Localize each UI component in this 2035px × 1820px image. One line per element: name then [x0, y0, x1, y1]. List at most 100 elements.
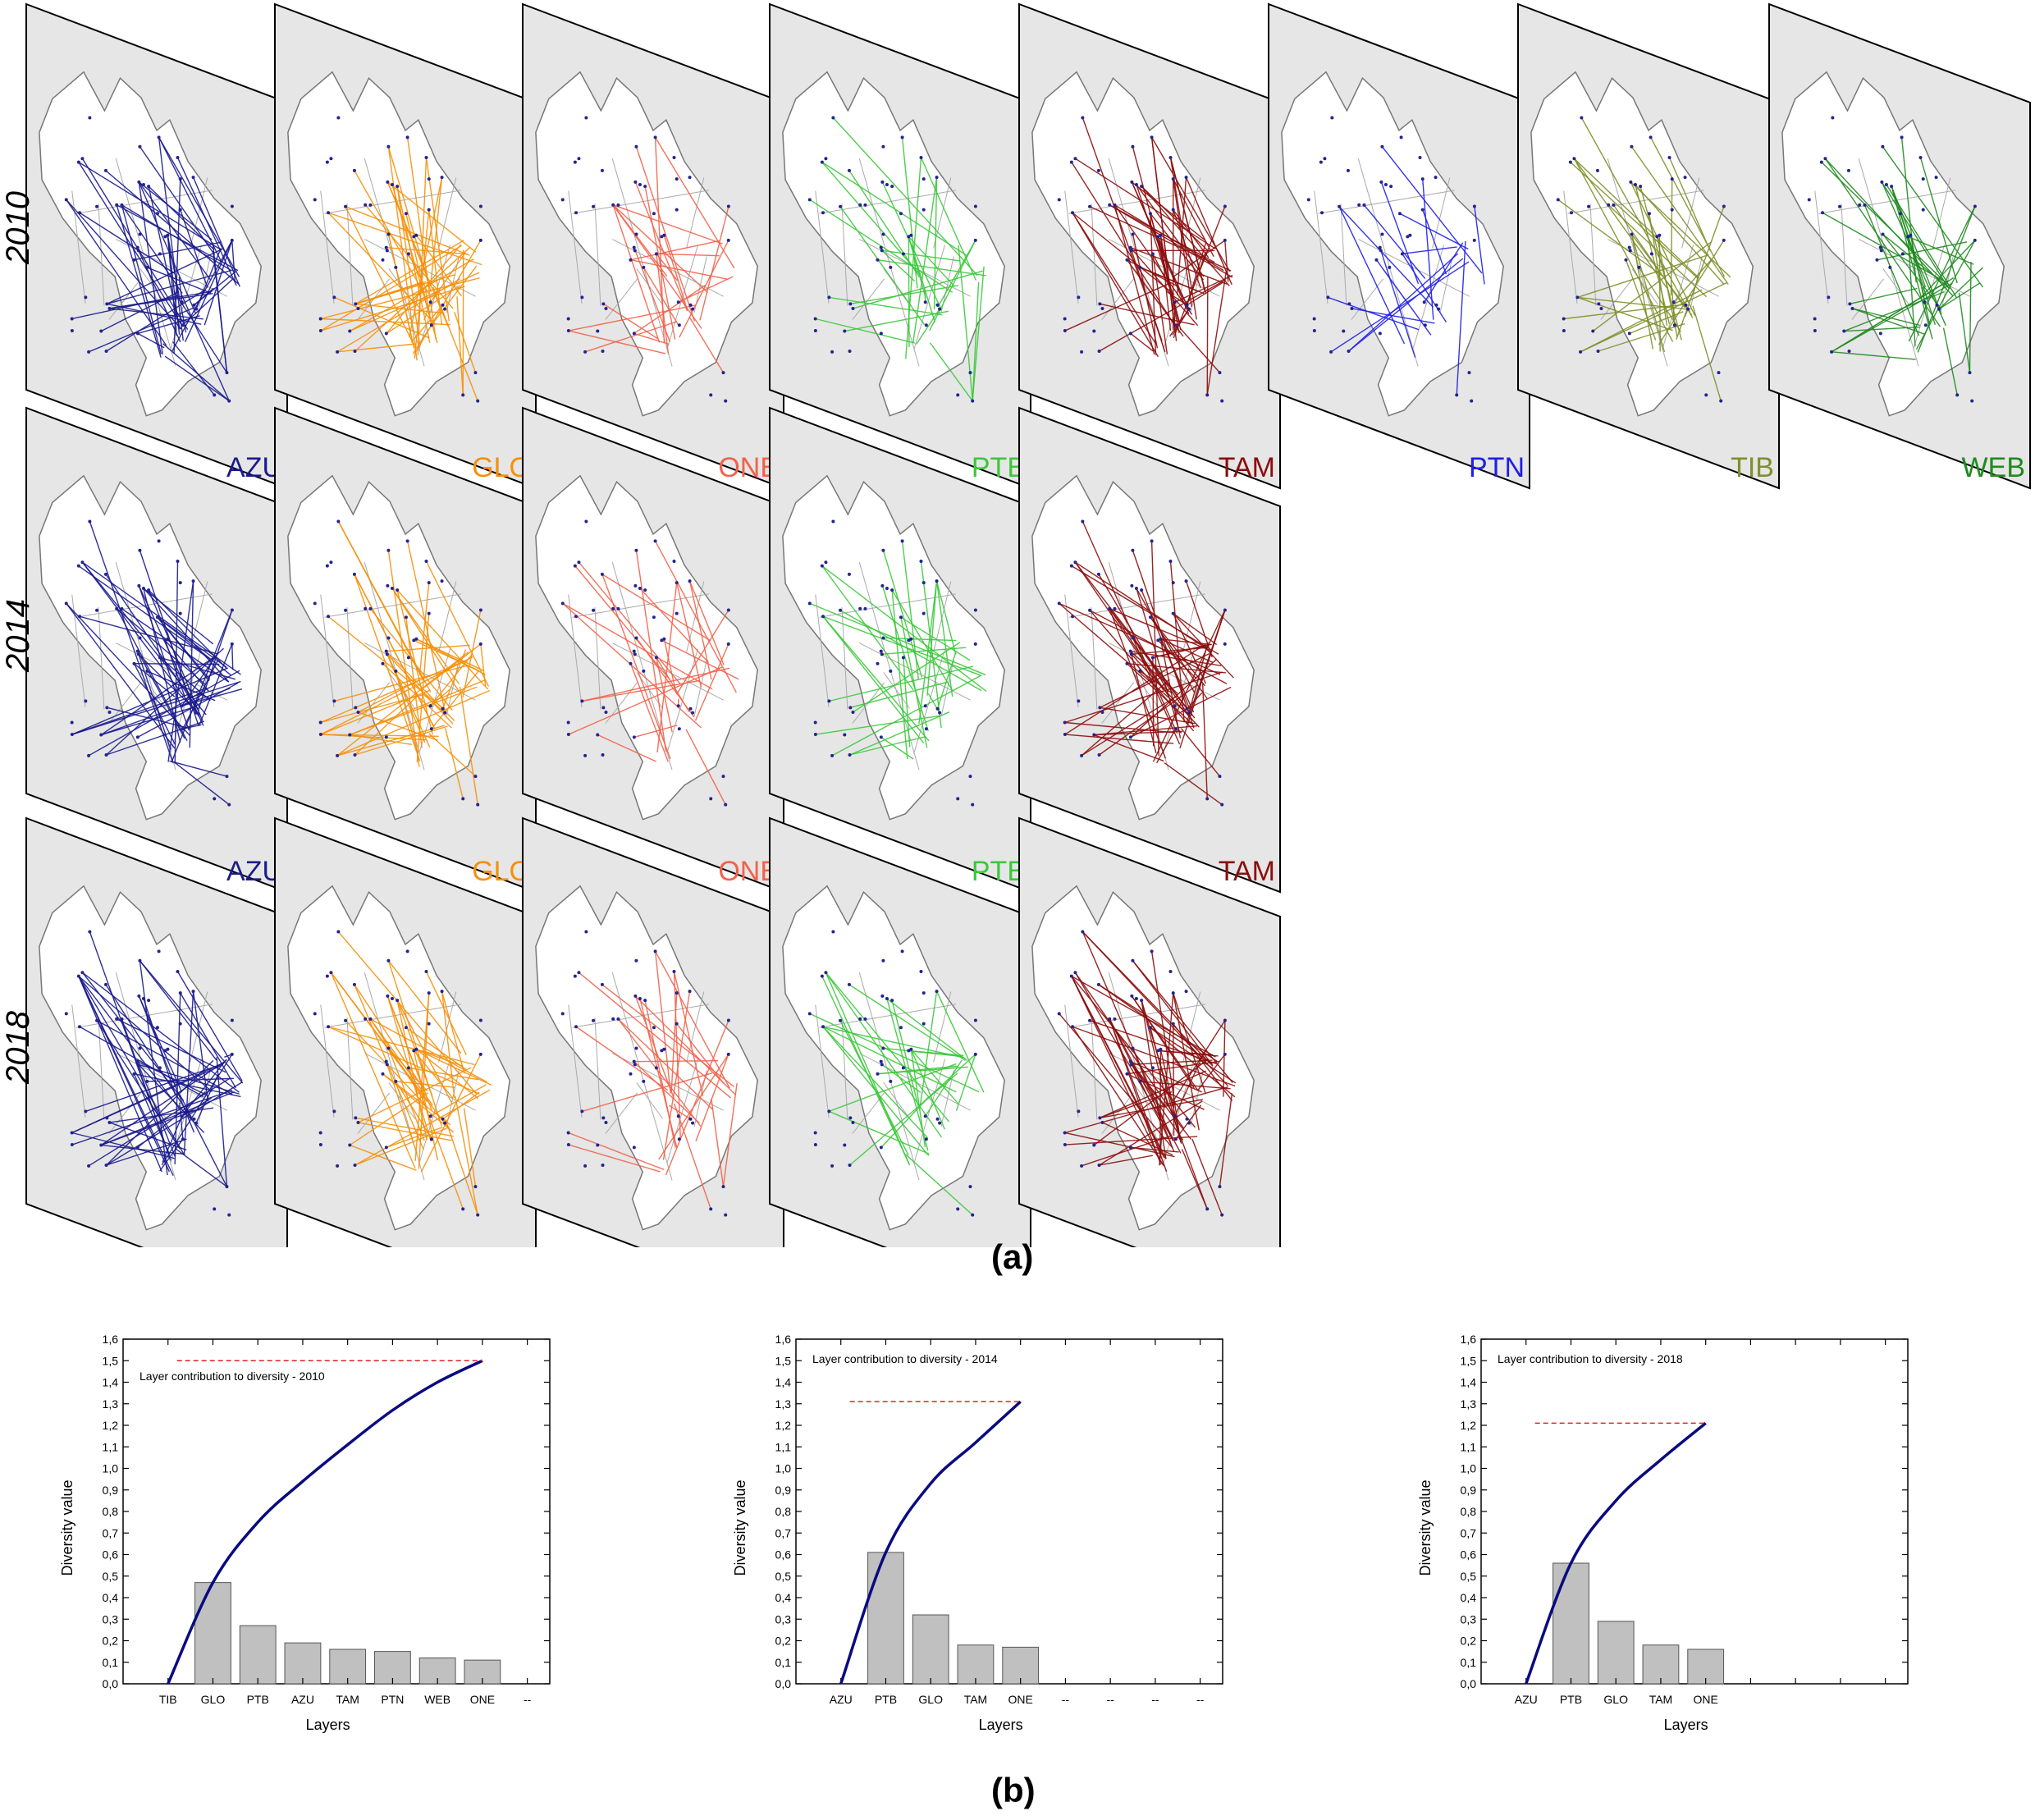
city-dot [176, 156, 180, 160]
route-line [137, 1091, 206, 1148]
city-dot [441, 303, 445, 307]
city-dot [1063, 317, 1067, 321]
route-line [1402, 246, 1457, 255]
route-line [880, 736, 914, 760]
route-line [1607, 204, 1707, 298]
cumulative-diversity-line [1525, 1422, 1707, 1685]
city-dot [78, 211, 82, 215]
city-dot [176, 560, 180, 564]
city-dot [1073, 560, 1077, 565]
city-dot [386, 548, 391, 552]
city-dot [921, 1022, 926, 1026]
route-line [1915, 240, 1976, 350]
plot-frame [122, 1338, 551, 1685]
city-dot [634, 636, 638, 640]
city-dot [115, 203, 119, 207]
city-dot [848, 302, 853, 306]
route-line [180, 992, 236, 1089]
y-tick-label: 1,6 [775, 1333, 792, 1346]
city-dot [847, 982, 851, 986]
route-line [1109, 204, 1233, 278]
bar-glo [194, 1582, 231, 1685]
city-dot [70, 720, 74, 725]
route-line [431, 265, 478, 326]
route-line [432, 286, 478, 401]
city-dot [318, 733, 322, 737]
city-dot [691, 307, 695, 311]
route-line [345, 206, 414, 345]
city-dot [1923, 300, 1927, 304]
city-dot [1088, 1018, 1092, 1022]
city-dot [428, 1114, 432, 1118]
route-line [1071, 976, 1164, 1165]
state-border [1589, 203, 1597, 306]
city-dot [1347, 302, 1351, 306]
city-dot [1312, 317, 1316, 321]
city-dot [1185, 1117, 1189, 1121]
city-dot [1649, 252, 1653, 256]
route-line [910, 1049, 959, 1104]
city-dot [225, 1185, 229, 1189]
route-line [929, 240, 976, 332]
route-line [1171, 688, 1188, 710]
map-panel-2014-azu: AZU [25, 406, 288, 894]
city-dot [381, 258, 385, 262]
route-line [78, 976, 180, 1109]
route-line [444, 728, 464, 799]
city-dot [352, 168, 356, 172]
route-line [79, 615, 219, 655]
city-dot [924, 727, 928, 731]
city-dot [1719, 399, 1723, 403]
city-dot [136, 249, 140, 253]
route-line [148, 185, 181, 330]
route-line [958, 245, 973, 401]
city-dot [580, 699, 584, 703]
city-dot [1667, 156, 1671, 160]
y-tick-label: 0,7 [103, 1526, 119, 1539]
city-dot [632, 735, 636, 739]
city-dot [191, 990, 195, 994]
city-dot [642, 265, 646, 269]
y-tick-label: 1,3 [775, 1397, 792, 1411]
y-tick-label: 1,6 [103, 1333, 119, 1346]
route-line [138, 1064, 176, 1157]
route-line [1173, 613, 1218, 646]
state-border [1818, 190, 1955, 214]
route-line [1399, 213, 1469, 250]
route-line [1850, 287, 1918, 305]
city-dot [441, 707, 445, 711]
city-dot [1187, 711, 1191, 715]
city-dot [132, 661, 136, 665]
route-line [1140, 1081, 1231, 1090]
city-dot [1081, 519, 1085, 524]
city-dot [1630, 144, 1634, 149]
route-line [81, 561, 200, 718]
city-dot [583, 753, 588, 757]
city-dot [848, 752, 852, 757]
route-line [78, 565, 213, 661]
route-line [386, 1127, 443, 1149]
route-line [395, 670, 419, 758]
route-line [644, 185, 676, 340]
city-dot [1813, 317, 1817, 321]
route-line [336, 725, 445, 757]
city-dot [325, 564, 329, 568]
state-border [1814, 190, 1829, 304]
route-line [612, 204, 661, 343]
map-panel-2014-tam: TAM [1018, 406, 1281, 894]
city-dot [1807, 198, 1811, 202]
city-dot [1900, 252, 1905, 256]
route-line [414, 993, 430, 1161]
route-line [100, 656, 214, 736]
route-line [138, 995, 195, 1133]
x-tick-label: PTB [247, 1693, 269, 1706]
city-dot [178, 991, 182, 995]
route-line [1072, 212, 1175, 295]
city-dot [921, 208, 926, 212]
route-line [387, 960, 462, 1054]
route-line [387, 960, 442, 1127]
city-dot [973, 238, 977, 242]
city-dot [879, 649, 883, 653]
state-border [1932, 177, 1951, 249]
city-dot [584, 930, 588, 934]
